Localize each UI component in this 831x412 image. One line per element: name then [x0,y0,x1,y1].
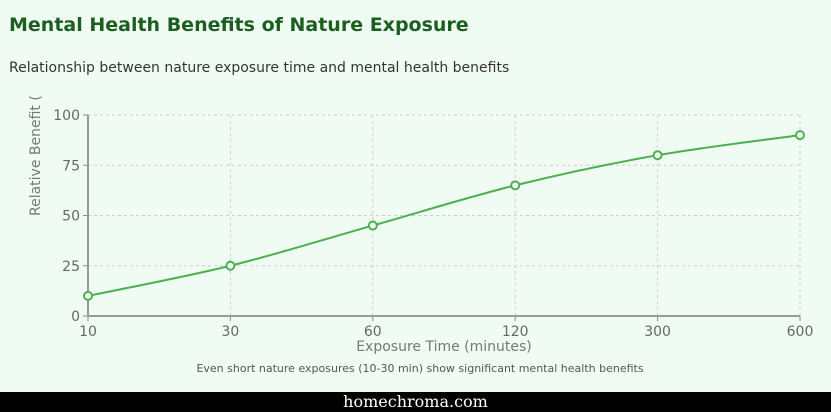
y-tick-label: 100 [53,108,80,124]
data-point [367,220,378,231]
y-tick-label: 25 [62,259,80,275]
data-point [225,260,236,271]
line-chart: 0 25 50 75 100 10 30 60 120 300 600 Exposure Time (… [28,76,814,375]
y-axis-label: Relative Benefit (%) [28,76,44,216]
y-axis-label-group: Relative Benefit (%) [28,76,44,216]
chart-subtitle: Relationship between nature exposure tim… [9,60,510,76]
y-tick-label: 50 [62,209,80,225]
x-tick-label: 120 [502,324,529,340]
data-point [652,150,663,161]
y-tick-label: 75 [62,158,80,174]
watermark-footer: homechroma.com [0,392,831,412]
x-tick-label: 60 [364,324,382,340]
series-line [87,134,801,297]
x-tick-label: 30 [221,324,239,340]
x-tick-label: 10 [79,324,97,340]
data-point [510,180,521,191]
x-tick-label: 600 [787,324,814,340]
y-tick-label: 0 [71,309,80,325]
x-tick-label: 300 [644,324,671,340]
x-axis-label: Exposure Time (minutes) [356,339,532,355]
data-point [83,290,93,301]
data-point [795,130,805,141]
chart-title: Mental Health Benefits of Nature Exposur… [9,14,469,36]
chart-annotation: Even short nature exposures (10-30 min) … [196,362,643,375]
